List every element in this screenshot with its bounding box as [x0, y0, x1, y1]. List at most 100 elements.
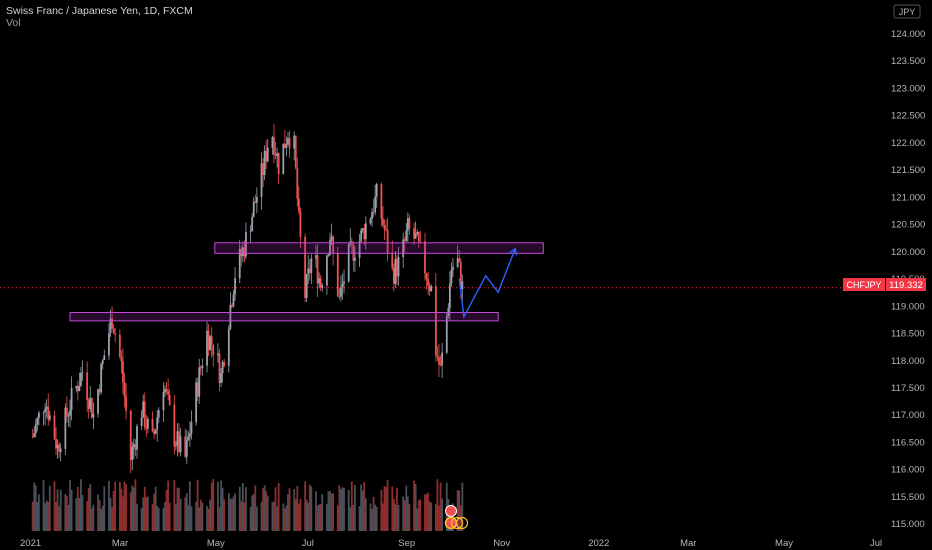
candle-body [402, 239, 405, 257]
volume-bar [217, 481, 219, 531]
candle-body [132, 444, 135, 448]
volume-bar [408, 503, 411, 531]
volume-bar [123, 481, 126, 531]
candle-body [34, 424, 37, 434]
volume-bar [199, 499, 202, 531]
candle-body [55, 439, 57, 449]
candle-body [229, 305, 232, 329]
volume-bar [417, 500, 420, 531]
economic-event-icon-2[interactable] [455, 516, 469, 530]
economic-event-icon[interactable] [450, 516, 464, 530]
candle-body [461, 281, 464, 290]
volume-bar [343, 487, 345, 531]
candle-body [187, 436, 190, 441]
time-axis[interactable]: 2021 Mar May Jul Sep Nov 2022 Mar May Jul [20, 538, 882, 549]
volume-bar [129, 492, 132, 531]
volume-bar [55, 501, 57, 531]
volume-bar [70, 489, 73, 531]
candle-body [363, 228, 366, 240]
candle-body [419, 241, 422, 243]
chart-legend: Swiss Franc / Japanese Yen, 1D, FXCM Vol [6, 5, 193, 29]
candle-body [109, 318, 112, 334]
candle-body [430, 286, 433, 292]
volume-label[interactable]: Vol [6, 17, 21, 29]
candle-body [405, 230, 408, 241]
candle-body [80, 372, 82, 386]
projection-path [458, 248, 516, 319]
candle-body [56, 444, 59, 449]
support_zone[interactable] [69, 312, 499, 322]
candle-body [263, 150, 266, 176]
volume-bar [120, 488, 123, 531]
candle-body [307, 268, 310, 274]
candle-body [282, 143, 285, 175]
volume-bar [321, 494, 324, 531]
candle-body [262, 163, 264, 176]
candle-body [288, 138, 291, 149]
candle-body [406, 217, 409, 231]
candle-body [316, 255, 319, 284]
candle-body [146, 418, 149, 429]
volume-bar [438, 505, 440, 531]
event-icons[interactable] [444, 505, 469, 530]
candle-body [36, 417, 39, 425]
volume-bar [326, 503, 328, 531]
price-tag-symbol-box [843, 278, 885, 291]
volume-bar [227, 493, 230, 531]
price-tag-symbol: CHFJPY [846, 280, 881, 290]
price-tick-label: 123.500 [891, 56, 925, 67]
candle-body [101, 359, 104, 365]
candle-body [318, 278, 321, 284]
candle-body [33, 433, 36, 437]
volume-bar [238, 486, 241, 531]
candle-body [154, 429, 157, 434]
volume-bar [380, 489, 383, 531]
candle-body [98, 389, 101, 393]
volume-bar [364, 498, 367, 531]
volume-bar [414, 484, 417, 531]
volume-bar [153, 493, 155, 531]
candle-body [118, 334, 121, 357]
volume-bar [354, 484, 356, 531]
candle-body [210, 336, 213, 345]
candle-body [48, 415, 51, 420]
candle-body [220, 373, 222, 383]
dividend-event-icon[interactable] [445, 505, 457, 517]
volume-bar [223, 499, 226, 531]
volume-bar [100, 508, 103, 531]
symbol-title[interactable]: Swiss Franc / Japanese Yen, 1D, FXCM [6, 5, 193, 17]
candle-body [375, 183, 378, 197]
candle-body [136, 425, 138, 450]
volume-bar [372, 496, 375, 531]
candle-body [206, 330, 208, 366]
volume-bar [108, 481, 110, 531]
volume-bar [140, 508, 143, 531]
volume-bar [187, 504, 190, 531]
candle-body [372, 211, 375, 213]
price-tick-label: 119.000 [891, 301, 925, 312]
volume-bar [64, 494, 67, 531]
currency-badge[interactable]: JPY [893, 4, 921, 19]
currency-badge-box[interactable] [893, 4, 921, 19]
volume-bar [369, 503, 372, 531]
volume-bar [461, 482, 464, 531]
volume-bar [288, 488, 291, 531]
price-tick-label: 122.000 [891, 138, 925, 149]
volume-bar [173, 480, 176, 531]
volume-bar [254, 485, 257, 531]
candles [31, 123, 464, 474]
volume-bar [69, 479, 71, 531]
candle-body [364, 223, 367, 240]
candle-body [285, 144, 288, 148]
candle-body [438, 357, 440, 365]
volume-bar [315, 491, 317, 531]
volume-bar [360, 484, 363, 531]
volume-bar [424, 494, 426, 531]
candle-body [319, 278, 322, 288]
resistance_zone[interactable] [214, 242, 544, 254]
volume-bar [75, 498, 78, 531]
candle-body [386, 230, 389, 254]
candle-body [305, 273, 308, 298]
volume-bar [282, 503, 285, 531]
